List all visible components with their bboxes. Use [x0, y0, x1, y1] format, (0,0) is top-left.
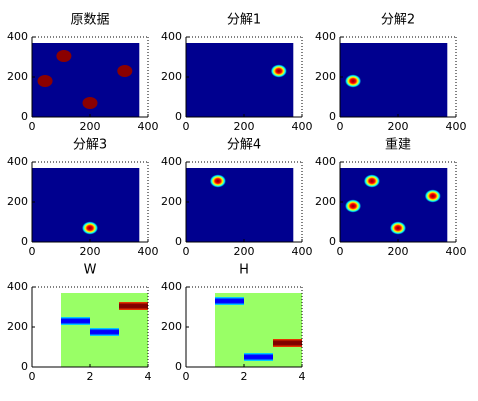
y-tick-label: 200	[161, 70, 182, 83]
x-tick-label: 400	[138, 120, 159, 133]
y-tick-label: 400	[315, 155, 336, 168]
x-tick-label: 0	[183, 370, 190, 383]
segment	[90, 328, 119, 336]
y-tick-label: 0	[175, 235, 182, 248]
y-tick-label: 400	[161, 30, 182, 43]
y-tick-label: 200	[7, 195, 28, 208]
blob	[345, 74, 362, 88]
subplot-title: W	[84, 263, 97, 278]
x-tick-label: 200	[80, 245, 101, 258]
x-tick-label: 2	[87, 370, 94, 383]
y-tick-label: 400	[161, 280, 182, 293]
image-background	[186, 43, 294, 117]
y-tick-label: 400	[7, 280, 28, 293]
x-tick-label: 400	[446, 245, 467, 258]
blob	[82, 221, 98, 235]
y-tick-label: 0	[21, 235, 28, 248]
blob	[390, 221, 406, 235]
blob	[345, 199, 362, 213]
blob	[363, 174, 380, 188]
subplot-title: 分解3	[73, 138, 107, 153]
y-tick-label: 0	[329, 235, 336, 248]
subplot-title: 分解4	[227, 138, 261, 153]
x-tick-label: 0	[183, 120, 190, 133]
y-tick-label: 400	[161, 155, 182, 168]
x-tick-label: 0	[29, 245, 36, 258]
blob	[37, 75, 53, 87]
x-tick-label: 200	[388, 120, 409, 133]
x-tick-label: 400	[446, 120, 467, 133]
segment	[273, 339, 302, 347]
y-tick-label: 400	[7, 30, 28, 43]
y-tick-label: 200	[7, 70, 28, 83]
blob	[424, 189, 441, 203]
blob	[56, 50, 72, 62]
x-tick-label: 0	[29, 120, 36, 133]
x-tick-label: 200	[80, 120, 101, 133]
blob	[209, 174, 226, 188]
x-tick-label: 400	[138, 245, 159, 258]
x-tick-label: 200	[234, 120, 255, 133]
x-tick-label: 0	[29, 370, 36, 383]
segment	[244, 353, 273, 361]
subplot-title: 分解2	[381, 13, 415, 28]
subplot-title: 原数据	[70, 13, 109, 28]
x-tick-label: 0	[337, 245, 344, 258]
y-tick-label: 200	[315, 195, 336, 208]
y-tick-label: 0	[21, 110, 28, 123]
y-tick-label: 0	[175, 110, 182, 123]
blob	[117, 65, 133, 77]
x-tick-label: 0	[337, 120, 344, 133]
y-tick-label: 400	[7, 155, 28, 168]
y-tick-label: 200	[161, 195, 182, 208]
x-tick-label: 200	[388, 245, 409, 258]
segment	[119, 302, 148, 310]
subplot-title: 重建	[385, 137, 411, 153]
y-tick-label: 200	[161, 320, 182, 333]
y-tick-label: 400	[315, 30, 336, 43]
subplot-title: H	[239, 263, 249, 278]
x-tick-label: 400	[292, 120, 313, 133]
x-tick-label: 2	[241, 370, 248, 383]
segment	[215, 297, 244, 305]
x-tick-label: 400	[292, 245, 313, 258]
x-tick-label: 0	[183, 245, 190, 258]
y-tick-label: 0	[21, 360, 28, 373]
y-tick-label: 200	[315, 70, 336, 83]
blob	[270, 64, 287, 78]
subplot-title: 分解1	[227, 13, 261, 28]
y-tick-label: 0	[175, 360, 182, 373]
x-tick-label: 200	[234, 245, 255, 258]
x-tick-label: 4	[145, 370, 152, 383]
image-background	[186, 168, 294, 242]
x-tick-label: 4	[299, 370, 306, 383]
y-tick-label: 200	[7, 320, 28, 333]
segment	[61, 317, 90, 325]
y-tick-label: 0	[329, 110, 336, 123]
blob	[82, 97, 98, 109]
